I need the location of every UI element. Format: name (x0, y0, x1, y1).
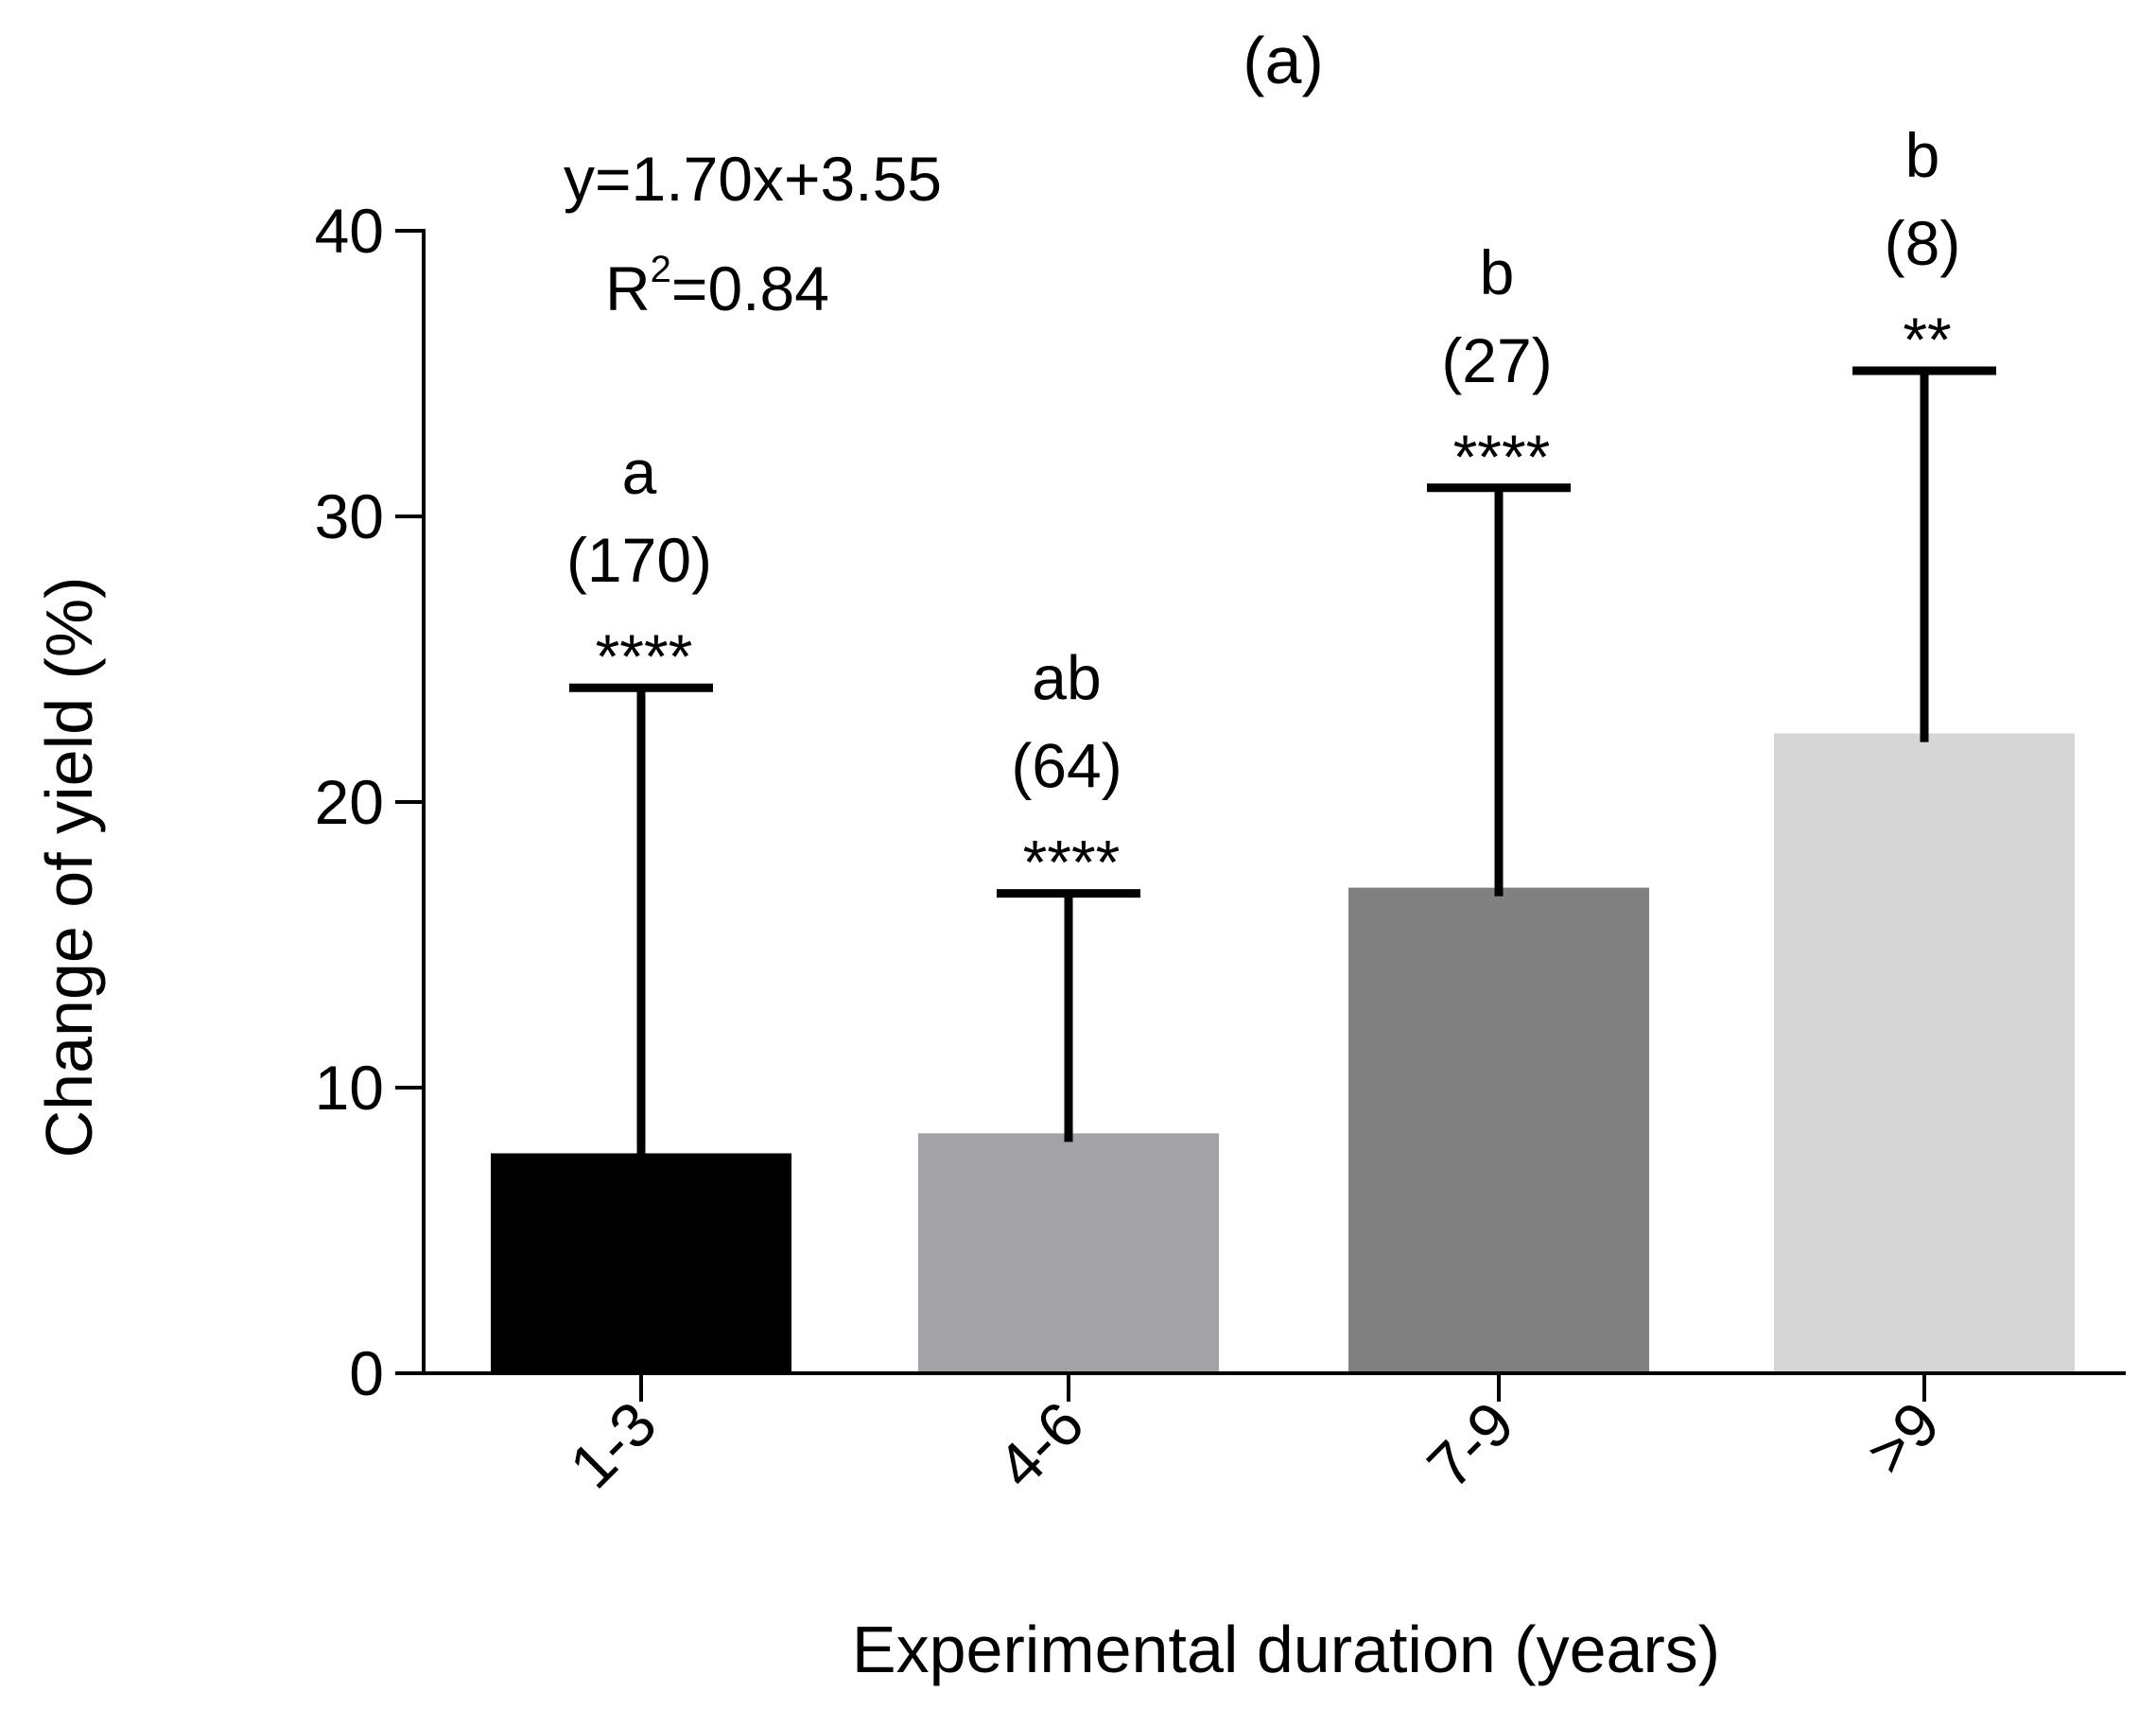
y-tick-label: 20 (315, 767, 384, 837)
significance-label: **** (1453, 422, 1551, 492)
significance-label: **** (1023, 828, 1121, 898)
significance-label: ** (1903, 305, 1951, 375)
x-tick-label: 4-6 (983, 1388, 1097, 1502)
significance-label: **** (596, 621, 693, 691)
x-tick-label: 1-3 (556, 1388, 669, 1502)
panel-label: (a) (1243, 24, 1324, 97)
bar (1774, 733, 2075, 1373)
sample-size-label: (64) (1011, 731, 1121, 801)
error-bars-layer (569, 366, 1996, 1154)
group-letter-label: b (1480, 237, 1515, 307)
group-letter-label: a (622, 437, 657, 507)
x-axis-label: Experimental duration (years) (852, 1613, 1720, 1686)
x-tick-label: >9 (1852, 1388, 1953, 1489)
y-axis-label: Change of yield (%) (32, 577, 106, 1159)
annotations-layer: **** (170) a **** (64) ab **** (27) b ** (8) b (566, 120, 1960, 898)
y-tick-label: 0 (349, 1338, 384, 1408)
regression-equation: y=1.70x+3.55 (564, 144, 942, 214)
x-tick-label: 7-9 (1414, 1388, 1527, 1502)
bars-layer (491, 733, 2075, 1373)
r-squared-label: R2=0.84 (605, 249, 829, 323)
y-tick-label: 40 (315, 196, 384, 266)
sample-size-label: (8) (1885, 208, 1961, 278)
bar (491, 1153, 791, 1373)
y-ticks-layer: 0 10 20 30 40 (315, 196, 424, 1408)
r2-value: =0.84 (671, 253, 829, 323)
sample-size-label: (170) (566, 525, 712, 595)
group-letter-label: b (1905, 120, 1940, 190)
r2-superscript: 2 (651, 249, 671, 290)
group-letter-label: ab (1032, 643, 1101, 713)
y-tick-label: 30 (315, 481, 384, 551)
r2-prefix: R (605, 253, 651, 323)
y-tick-label: 10 (315, 1053, 384, 1123)
bar (918, 1133, 1219, 1373)
x-ticks-layer: 1-3 4-6 7-9 >9 (556, 1373, 1953, 1501)
plot-area: 0 10 20 30 40 1-3 4-6 7-9 >9 **** (170) a **** (64)… (315, 120, 2126, 1501)
bar (1348, 887, 1649, 1373)
sample-size-label: (27) (1441, 325, 1552, 395)
